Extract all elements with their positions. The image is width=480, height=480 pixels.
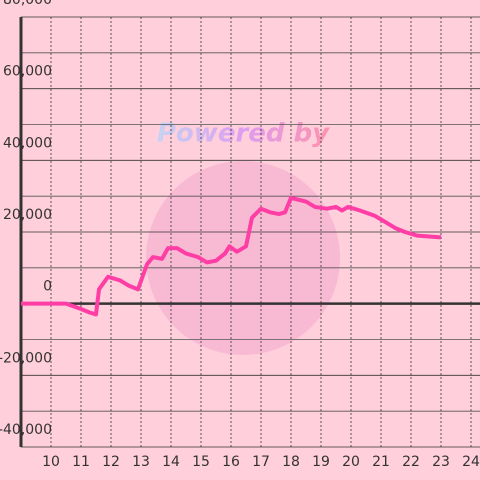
y-tick-label: -40,000 <box>0 422 52 438</box>
x-tick-label: 18 <box>282 454 300 470</box>
y-tick-label: -20,000 <box>0 350 52 366</box>
x-tick-label: 12 <box>102 454 120 470</box>
data-line <box>21 195 442 317</box>
x-tick-label: 23 <box>432 454 450 470</box>
x-tick-label: 16 <box>222 454 240 470</box>
x-tick-label: 17 <box>252 454 270 470</box>
x-tick-label: 19 <box>312 454 330 470</box>
x-tick-label: 13 <box>132 454 150 470</box>
y-tick-label: 0 <box>43 279 52 295</box>
x-tick-label: 20 <box>342 454 360 470</box>
y-tick-label: 60,000 <box>3 64 52 80</box>
x-tick-label: 11 <box>72 454 90 470</box>
y-tick-label: 80,000 <box>3 0 52 8</box>
x-tick-label: 14 <box>162 454 180 470</box>
x-tick-label: 21 <box>372 454 390 470</box>
x-tick-label: 15 <box>192 454 210 470</box>
x-tick-label: 24 <box>462 454 480 470</box>
watermark-image <box>146 161 340 355</box>
x-tick-label: 22 <box>402 454 420 470</box>
y-tick-label: 20,000 <box>3 207 52 223</box>
watermark-text: Powered by <box>157 119 330 149</box>
y-tick-label: 40,000 <box>3 135 52 151</box>
x-tick-label: 10 <box>42 454 60 470</box>
